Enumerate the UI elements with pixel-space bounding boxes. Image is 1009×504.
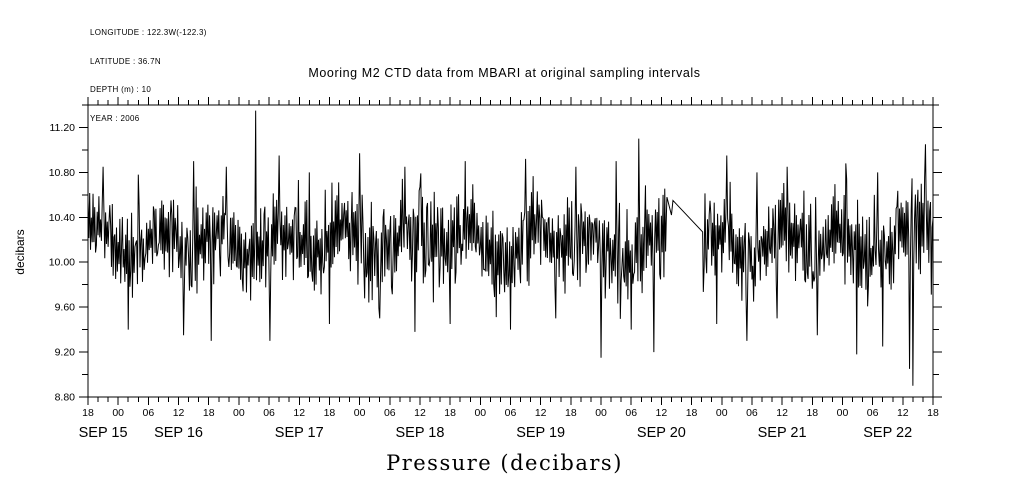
x-hour-label: 18: [324, 407, 336, 419]
x-hour-label: 18: [565, 407, 577, 419]
x-hour-label: 12: [414, 407, 426, 419]
x-hour-label: 12: [173, 407, 185, 419]
x-hour-label: 06: [746, 407, 758, 419]
x-hour-label: 00: [716, 407, 728, 419]
x-hour-label: 12: [535, 407, 547, 419]
pressure-data-line: [87, 110, 934, 386]
metadata-year: YEAR : 2006: [90, 113, 140, 123]
x-hour-label: 06: [505, 407, 517, 419]
y-tick-label: 9.60: [55, 302, 76, 314]
x-hour-label: 00: [837, 407, 849, 419]
x-hour-label: 00: [112, 407, 124, 419]
x-hour-label: 18: [82, 407, 94, 419]
x-hour-label: 12: [293, 407, 305, 419]
x-hour-label: 18: [203, 407, 215, 419]
y-tick-label: 10.80: [49, 167, 75, 179]
x-hour-label: 12: [656, 407, 668, 419]
chart-title: Mooring M2 CTD data from MBARI at origin…: [308, 66, 701, 80]
y-tick-label: 8.80: [55, 392, 76, 404]
metadata-latitude: LATITUDE : 36.7N: [90, 56, 161, 66]
metadata-longitude: LONGITUDE : 122.3W(-122.3): [90, 28, 207, 37]
axis-ticks: [79, 97, 942, 405]
x-hour-label: 18: [686, 407, 698, 419]
x-date-label: SEP 16: [154, 425, 203, 441]
x-hour-label: 06: [263, 407, 275, 419]
metadata-depth: DEPTH (m) : 10: [90, 85, 152, 94]
axis-tick-labels: 18 00 06 12 18 00 06 12 18 00 06 12 18 00 06 12 18 00 06 12…: [49, 122, 939, 441]
x-date-label: SEP 22: [863, 425, 912, 441]
y-tick-label: 10.40: [49, 212, 75, 224]
x-date-label: SEP 21: [758, 425, 807, 441]
x-axis-label: Pressure (decibars): [386, 451, 623, 475]
x-hour-label: 00: [595, 407, 607, 419]
x-date-label: SEP 20: [637, 425, 686, 441]
x-hour-label: 06: [384, 407, 396, 419]
x-hour-label: 18: [927, 407, 939, 419]
x-date-label: SEP 17: [275, 425, 324, 441]
x-date-label: SEP 15: [79, 425, 128, 441]
x-hour-label: 00: [354, 407, 366, 419]
x-hour-label: 18: [444, 407, 456, 419]
x-hour-label: 00: [474, 407, 486, 419]
x-hour-label: 06: [867, 407, 879, 419]
x-hour-label: 06: [625, 407, 637, 419]
x-hour-label: 06: [143, 407, 155, 419]
x-hour-label: 18: [806, 407, 818, 419]
x-hour-label: 00: [233, 407, 245, 419]
metadata-block: LONGITUDE : 122.3W(-122.3) LATITUDE : 36…: [90, 9, 207, 133]
y-tick-label: 9.20: [55, 347, 76, 359]
y-tick-label: 11.20: [50, 122, 76, 134]
x-hour-label: 12: [776, 407, 788, 419]
x-date-label: SEP 19: [516, 425, 565, 441]
y-tick-label: 10.00: [49, 257, 75, 269]
x-hour-label: 12: [897, 407, 909, 419]
x-date-label: SEP 18: [396, 425, 445, 441]
